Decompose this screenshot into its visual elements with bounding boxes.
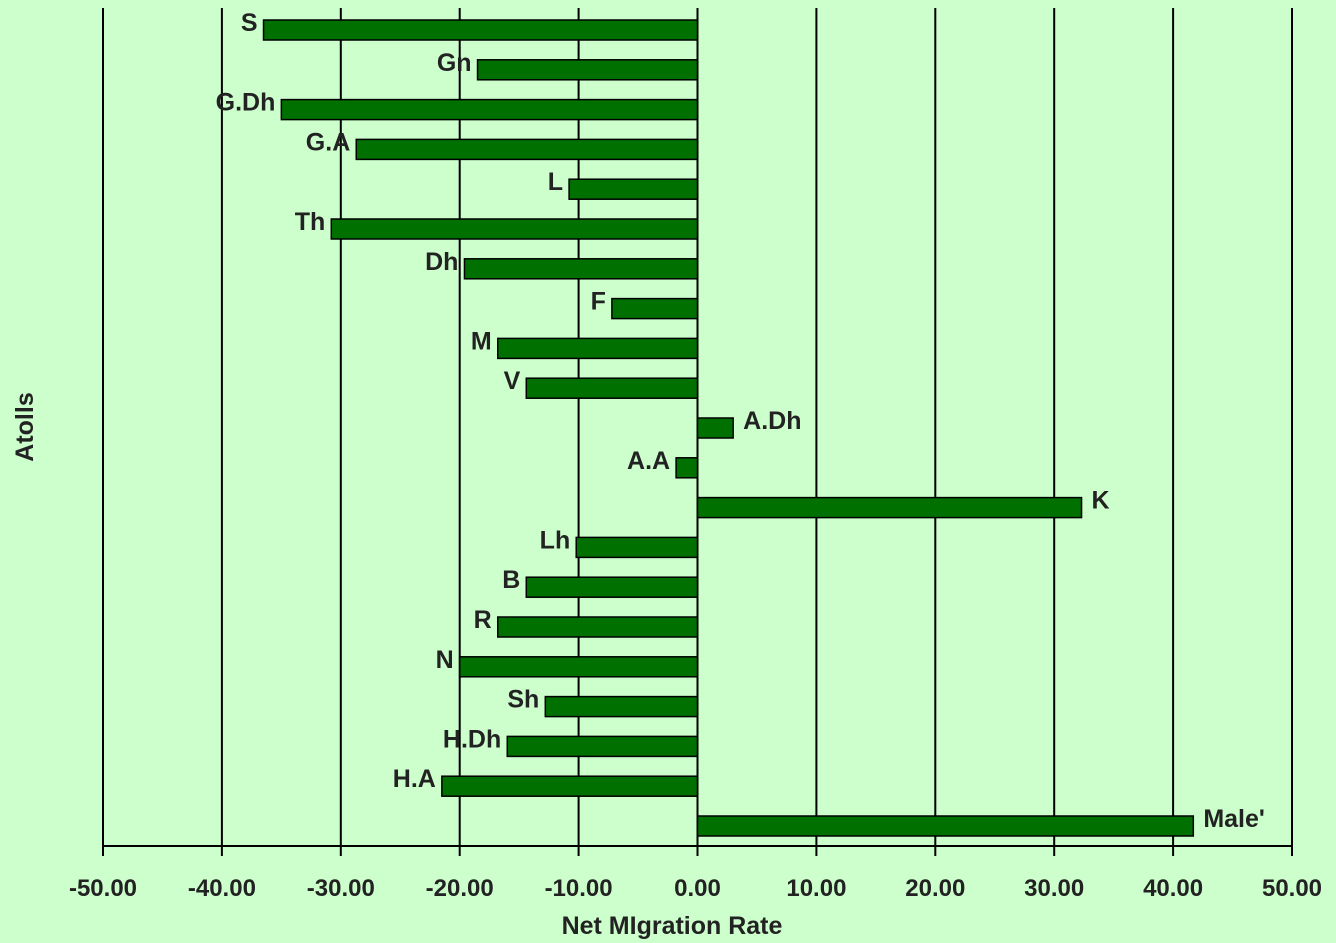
y-axis-title: Atolls bbox=[11, 392, 39, 461]
x-axis-title: Net MIgration Rate bbox=[562, 912, 783, 940]
bar-label: N bbox=[436, 646, 454, 674]
bar bbox=[496, 337, 699, 360]
bar bbox=[696, 496, 1083, 519]
bar bbox=[463, 258, 699, 280]
x-tick-label: 10.00 bbox=[786, 875, 846, 902]
bar-label: F bbox=[591, 288, 606, 316]
bar bbox=[441, 775, 699, 797]
bar bbox=[476, 59, 699, 81]
bar bbox=[458, 656, 699, 678]
bar-labels: S Gn G.Dh G.A L Th Dh F MV A.Dh A.A K Lh BRN ShH.DhH.A… bbox=[216, 9, 1265, 833]
bar-label: Lh bbox=[540, 526, 571, 554]
bar bbox=[696, 417, 734, 439]
bar-label: Th bbox=[295, 208, 326, 236]
bar-label: H.A bbox=[393, 765, 436, 793]
bar bbox=[696, 815, 1195, 837]
bar bbox=[525, 377, 699, 399]
bar-label: A.A bbox=[627, 447, 670, 475]
bar-label: G.A bbox=[306, 128, 350, 156]
bar-label: G.Dh bbox=[216, 89, 276, 117]
bar bbox=[330, 218, 699, 240]
x-tick-label: -30.00 bbox=[307, 875, 375, 902]
bar-label: Male' bbox=[1203, 805, 1265, 833]
x-tick-label: -10.00 bbox=[545, 875, 613, 902]
x-tick-label: 0.00 bbox=[674, 875, 721, 902]
bar-label: S bbox=[241, 9, 258, 37]
bar-label: R bbox=[474, 606, 492, 634]
bar-label: M bbox=[471, 327, 492, 355]
bars bbox=[262, 19, 1195, 837]
bar-label: V bbox=[504, 367, 521, 395]
x-axis: -50.00 -40.00 -30.00 -20.00 -10.00 0.00 10.00 2… bbox=[69, 845, 1322, 902]
bar bbox=[355, 138, 699, 161]
x-tick-label: -40.00 bbox=[188, 875, 256, 902]
x-tick-label: 30.00 bbox=[1024, 875, 1084, 902]
bar-label: B bbox=[502, 566, 520, 594]
bar bbox=[262, 19, 699, 41]
bar bbox=[675, 457, 699, 479]
bar-label: L bbox=[548, 168, 563, 196]
bar-label: Dh bbox=[425, 248, 458, 276]
bar bbox=[496, 616, 699, 638]
bar-label: Sh bbox=[507, 686, 539, 714]
x-tick-label: -50.00 bbox=[69, 875, 137, 902]
bar-label: H.Dh bbox=[443, 725, 501, 753]
bar bbox=[280, 98, 699, 121]
bar-label: A.Dh bbox=[743, 407, 801, 435]
x-tick-label: 50.00 bbox=[1262, 875, 1322, 902]
bar bbox=[525, 576, 699, 598]
x-tick-label: 40.00 bbox=[1143, 875, 1203, 902]
bar bbox=[575, 536, 699, 559]
bar bbox=[544, 695, 699, 718]
bar-label: Gn bbox=[437, 49, 472, 77]
x-tick-label: -20.00 bbox=[426, 875, 494, 902]
bar bbox=[611, 297, 699, 320]
bar bbox=[568, 178, 699, 200]
bar-label: K bbox=[1092, 487, 1110, 515]
x-tick-label: 20.00 bbox=[905, 875, 965, 902]
bar bbox=[506, 735, 699, 758]
